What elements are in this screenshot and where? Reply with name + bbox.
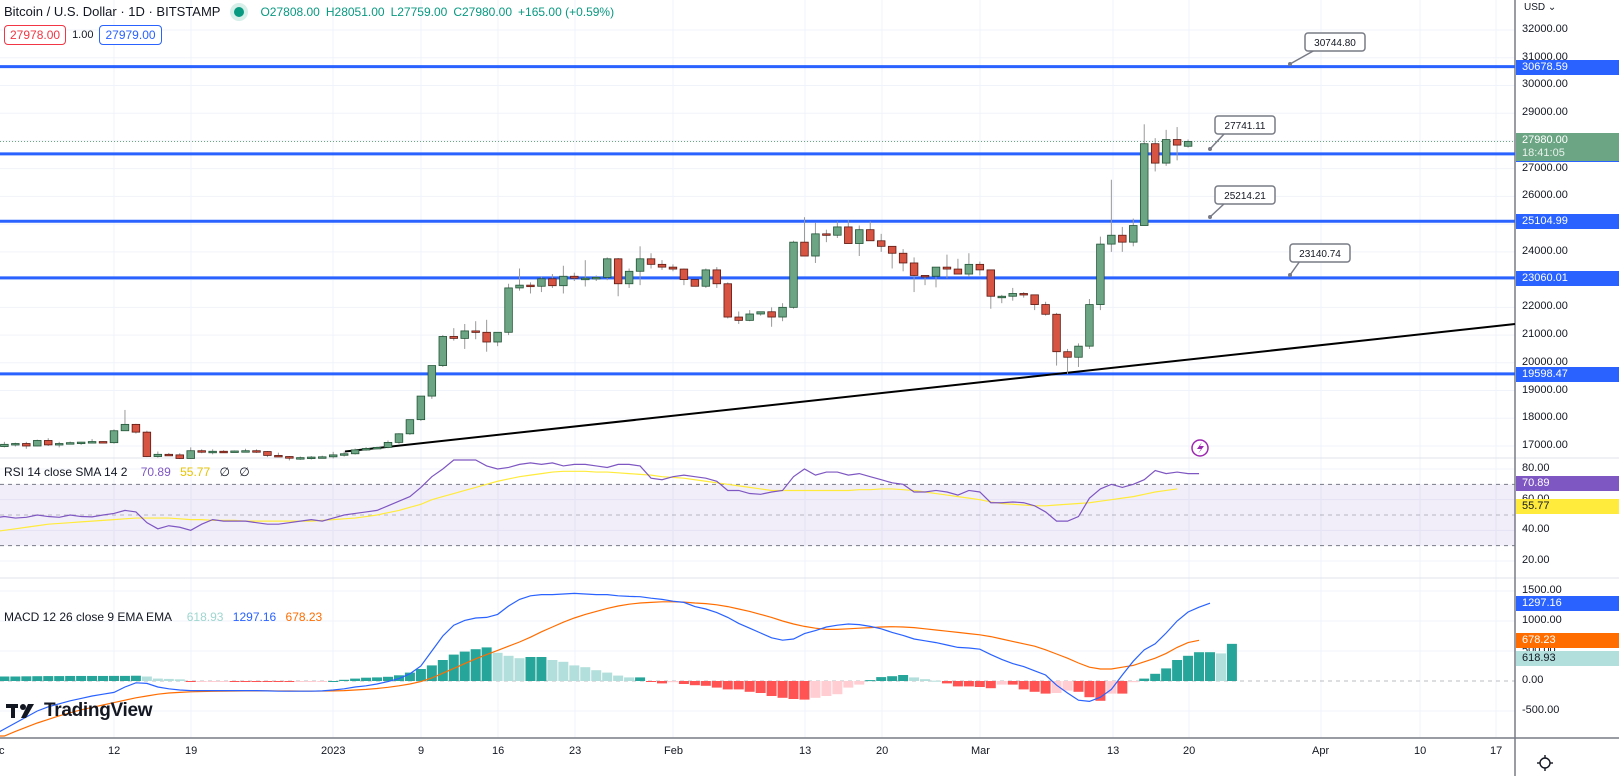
ohlc-open: O27808.00	[260, 4, 320, 19]
rsi-line	[0, 459, 1200, 531]
price-axis-tick: 32000.00	[1522, 23, 1568, 35]
price-axis-tick: 29000.00	[1522, 106, 1568, 119]
price-axis-tick: 17000.00	[1522, 439, 1568, 451]
time-axis-label: 16	[492, 745, 505, 757]
rsi-axis-tick: 40.00	[1522, 523, 1550, 536]
hist-value-tag: 618.93	[1516, 650, 1619, 666]
price-axis-tick: 21000.00	[1522, 328, 1568, 341]
price-axis-tick: 30000.00	[1522, 78, 1568, 91]
price-callout[interactable]: 30744.80	[1288, 32, 1366, 66]
ohlc-change: +165.00 (+0.59%)	[518, 4, 615, 19]
macd-legend[interactable]: MACD 12 26 close 9 EMA EMA 618.93 1297.1…	[4, 610, 322, 624]
macd-hist-value: 618.93	[186, 610, 224, 624]
time-axis-label: 13	[1107, 745, 1120, 757]
time-axis-label: 19	[185, 745, 198, 757]
rsi-sma-line	[0, 470, 1178, 532]
time-axis-label: Apr	[1312, 745, 1330, 757]
level-price-tag: 25104.99	[1516, 214, 1619, 230]
time-axis-label: 2023	[321, 745, 346, 757]
time-axis-label: 17	[1490, 745, 1503, 757]
macd-title: MACD 12 26 close 9 EMA EMA	[4, 610, 172, 624]
svg-text:23140.74: 23140.74	[1299, 249, 1341, 260]
macd-signal-value: 678.23	[285, 610, 323, 624]
settings-gear-icon[interactable]	[1535, 753, 1555, 773]
macd-line-value: 1297.16	[232, 610, 277, 624]
rsi-title: RSI 14 close SMA 14 2	[4, 465, 128, 479]
time-axis-label: c	[0, 745, 5, 757]
tradingview-logo-icon	[6, 704, 34, 718]
macd-axis-tick: -500.00	[1522, 704, 1560, 716]
price-callout[interactable]: 25214.21	[1208, 185, 1276, 219]
signal-value-tag: 678.23	[1516, 633, 1619, 649]
svg-text:27741.11: 27741.11	[1225, 121, 1266, 132]
time-axis-label: Mar	[971, 745, 990, 757]
price-axis-tick: 19000.00	[1522, 383, 1568, 396]
rsi-sma-value: 55.77	[180, 465, 211, 479]
time-axis-label: 20	[1183, 745, 1196, 757]
rsi-axis-tick: 20.00	[1522, 554, 1550, 566]
rsi-value: 70.89	[140, 465, 171, 479]
spread-value: 1.00	[72, 29, 94, 41]
buy-price-button[interactable]: 27979.00	[99, 25, 162, 45]
price-axis-tick: 20000.00	[1522, 355, 1568, 368]
price-callout[interactable]: 23140.74	[1288, 243, 1351, 277]
time-axis-label: 12	[108, 745, 121, 757]
ohlc-low: L27759.00	[390, 4, 448, 19]
currency-selector[interactable]: USD ⌄	[1524, 2, 1557, 13]
price-axis-tick: 27000.00	[1522, 161, 1568, 174]
macd-axis-tick: 0.00	[1522, 674, 1544, 686]
rsi-axis-tick: 80.00	[1522, 462, 1550, 474]
symbol-title[interactable]: Bitcoin / U.S. Dollar · 1D · BITSTAMP	[4, 4, 221, 19]
gridlines	[0, 0, 1515, 738]
time-axis-label: 20	[876, 745, 889, 757]
time-axis-label: 9	[418, 745, 425, 757]
candles	[0, 124, 1193, 461]
time-axis-label: 23	[569, 745, 582, 757]
chart-header: Bitcoin / U.S. Dollar · 1D · BITSTAMP O2…	[4, 4, 614, 19]
price-axis-tick: 24000.00	[1522, 244, 1568, 257]
level-price-tag: 19598.47	[1516, 366, 1619, 382]
rsi-sma-tag: 55.77	[1516, 499, 1619, 515]
rsi-extra-2: ∅	[239, 465, 250, 479]
macd-value-tag: 1297.16	[1516, 596, 1619, 612]
tradingview-logo[interactable]: TradingView	[6, 700, 153, 722]
ohlc-high: H28051.00	[325, 4, 385, 19]
time-axis-label: 13	[799, 745, 812, 757]
tradingview-logo-text: TradingView	[44, 700, 153, 721]
alert-lightning-icon[interactable]	[1191, 439, 1209, 457]
macd-axis-tick: 1500.00	[1522, 584, 1562, 596]
price-axis-tick: 18000.00	[1522, 411, 1568, 424]
price-callout[interactable]: 27741.11	[1208, 115, 1276, 151]
time-axis-label: 10	[1414, 745, 1427, 757]
time-axis-label: Feb	[664, 745, 683, 757]
ohlc-close: C27980.00	[453, 4, 513, 19]
level-price-tag: 23060.01	[1516, 270, 1619, 286]
macd-line	[0, 592, 1211, 733]
macd-axis-tick: 1000.00	[1522, 614, 1562, 626]
level-price-tag: 30678.59	[1516, 59, 1619, 75]
rsi-value-tag: 70.89	[1516, 475, 1619, 491]
trendline[interactable]	[344, 322, 1516, 453]
current-price-tag: 27980.00 18:41:05	[1516, 133, 1619, 162]
rsi-legend[interactable]: RSI 14 close SMA 14 2 70.89 55.77 ∅ ∅	[4, 465, 250, 479]
price-axis-tick: 22000.00	[1522, 300, 1568, 313]
rsi-extra-1: ∅	[219, 465, 230, 479]
macd-signal-line	[0, 601, 1200, 737]
quote-panel: 27978.00 1.00 27979.00	[4, 25, 162, 45]
svg-text:30744.80: 30744.80	[1314, 38, 1356, 49]
svg-text:25214.21: 25214.21	[1224, 191, 1266, 202]
market-status-icon	[234, 6, 245, 17]
price-axis-tick: 26000.00	[1522, 189, 1568, 202]
sell-price-button[interactable]: 27978.00	[4, 25, 67, 45]
